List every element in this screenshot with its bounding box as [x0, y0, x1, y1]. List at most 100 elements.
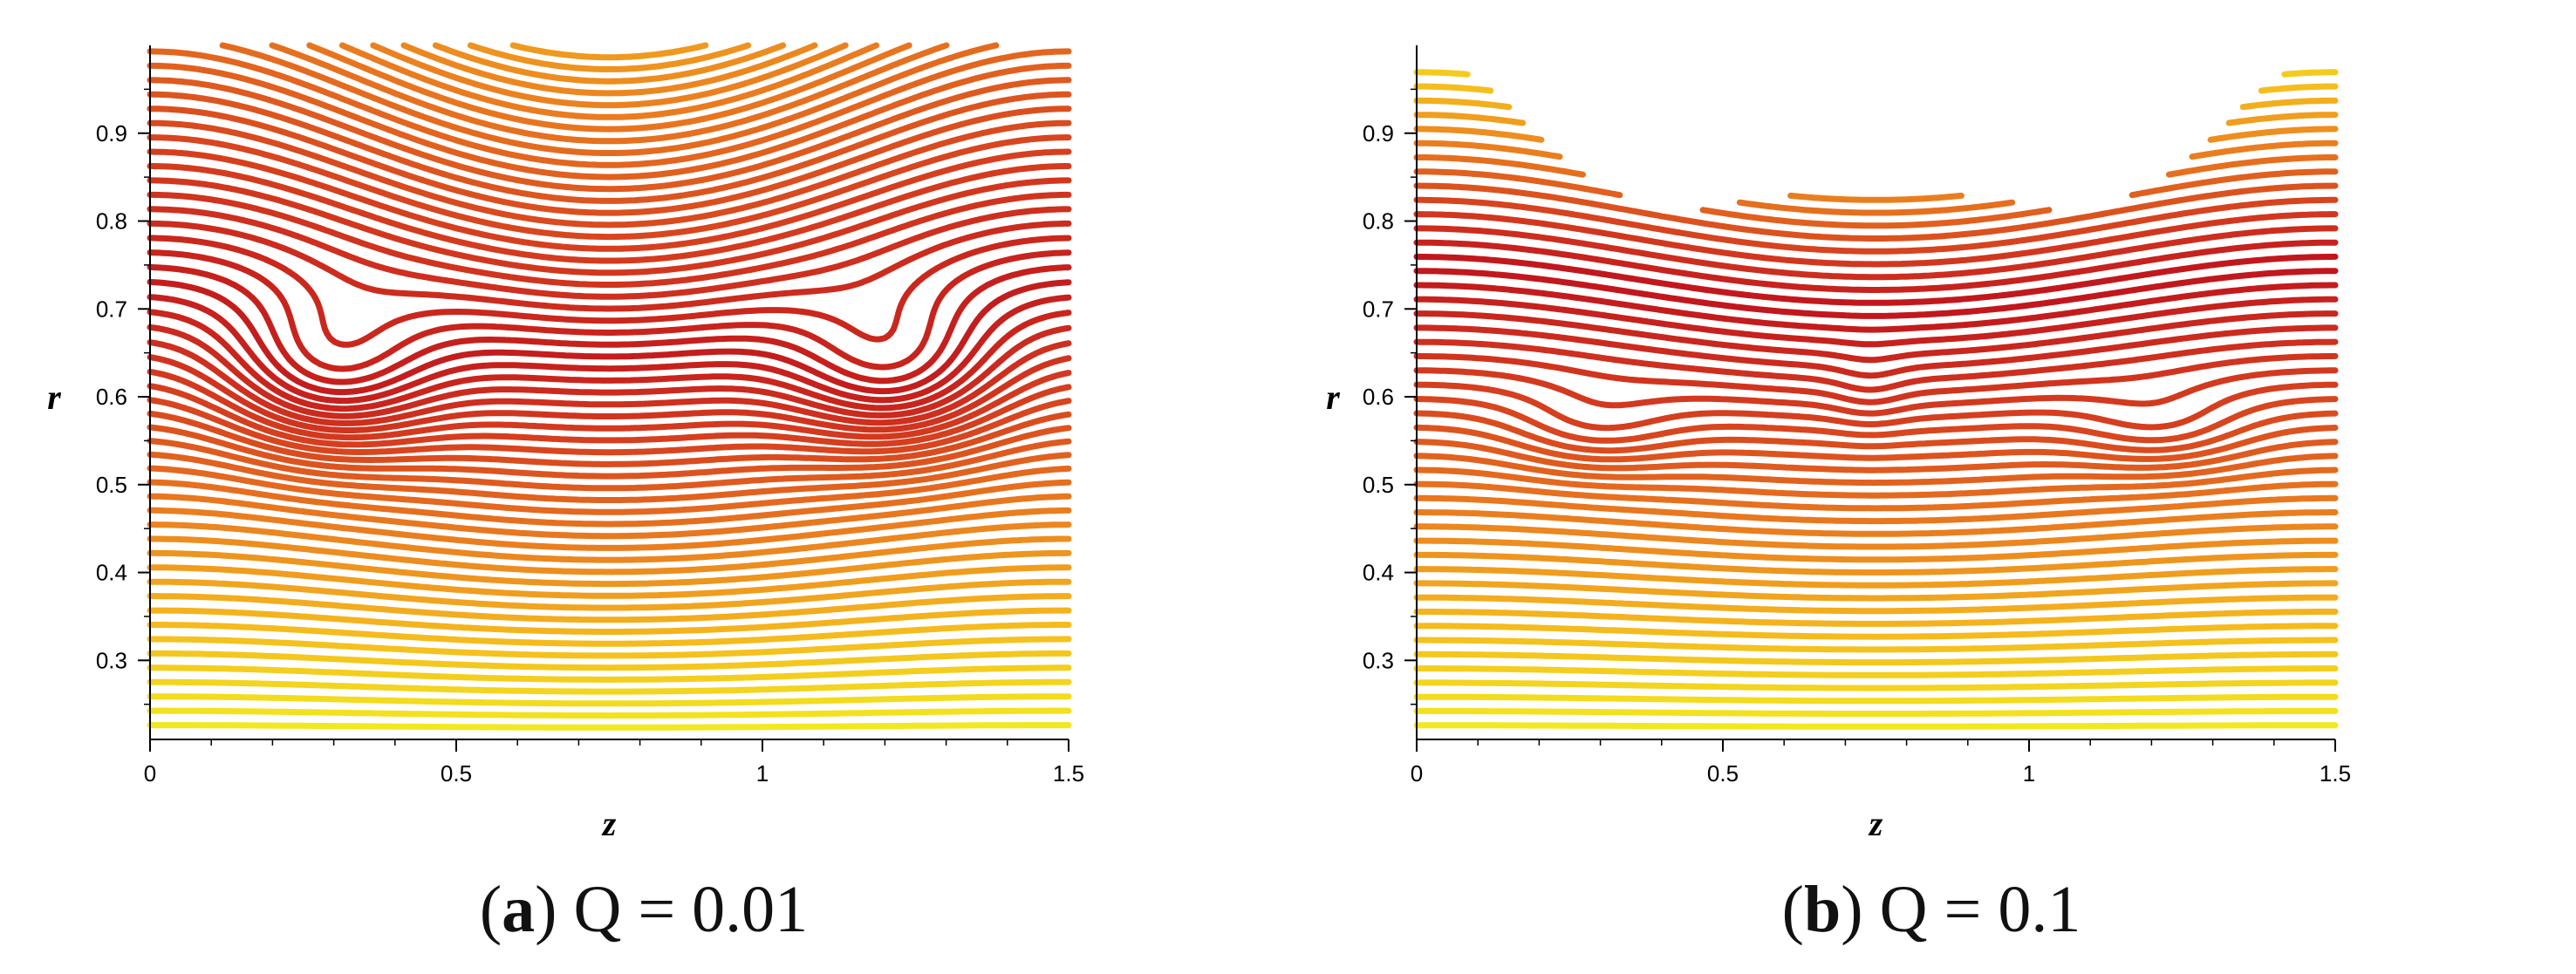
contour-line	[147, 106, 1072, 216]
contour-line	[147, 465, 1072, 515]
contour-line	[147, 650, 1072, 671]
contour-line	[1413, 693, 2339, 705]
contour-line	[147, 249, 1072, 372]
contour-line	[1413, 623, 2339, 640]
y-tick-label: 0.6	[96, 384, 127, 410]
contour-line	[147, 397, 1072, 456]
contour-line	[1413, 126, 2339, 143]
contour-line	[1413, 239, 2339, 293]
contour-line	[147, 707, 1072, 719]
contour-line	[147, 148, 1072, 252]
x-tick-label: 1	[2023, 760, 2035, 787]
y-tick-label: 0.6	[1363, 384, 1394, 410]
contour-line	[1413, 707, 2339, 717]
y-axis-label: r	[47, 378, 61, 417]
contour-line	[147, 263, 1072, 385]
contour-line	[219, 42, 1000, 156]
contour-line	[269, 42, 950, 145]
panel-a: 0 0.5 1 1.5 0.3 0.4 0.5 0.6 0.7 0.8 0.9 z r (a) Q = …	[47, 42, 1084, 946]
x-tick-label: 1.5	[2320, 760, 2351, 787]
contour-line	[147, 191, 1072, 288]
contour-line	[1413, 594, 2339, 615]
contour-line	[1413, 225, 2339, 281]
contour-line	[1413, 396, 2339, 444]
contour-line	[1413, 97, 2339, 111]
caption-letter: b	[1803, 873, 1841, 946]
contour-line	[400, 42, 818, 97]
contour-line	[1413, 480, 2339, 512]
contour-line	[147, 479, 1072, 528]
y-tick-label: 0.7	[96, 296, 127, 322]
y-axis-label: r	[1326, 378, 1340, 417]
panel-b: 0 0.5 1 1.5 0.3 0.4 0.5 0.6 0.7 0.8 0.9 z r (b) Q = …	[1288, 0, 2575, 974]
contour-line	[467, 42, 752, 72]
y-tick-label: 0.8	[1363, 208, 1394, 235]
contour-line	[147, 535, 1072, 576]
contour-line	[1413, 439, 2339, 473]
y-tick-label: 0.5	[96, 472, 127, 498]
contour-line	[147, 134, 1072, 241]
contour-line	[1413, 83, 2339, 94]
contour-line	[1413, 367, 2339, 417]
contour-line	[1413, 69, 2339, 78]
contour-line	[1413, 509, 2339, 537]
contour-line	[1413, 722, 2339, 730]
contour-line	[147, 622, 1072, 647]
x-tick-label: 0.5	[441, 760, 472, 787]
contour-line	[147, 354, 1072, 433]
y-tick-label: 0.9	[1363, 120, 1394, 146]
contour-line	[370, 42, 849, 109]
contour-line	[1413, 523, 2339, 550]
y-tick-label: 0.3	[1363, 647, 1394, 673]
contour-line	[147, 507, 1072, 551]
y-tick-label: 0.5	[1363, 472, 1394, 498]
contour-line	[306, 42, 912, 133]
x-axis-label: z	[601, 804, 617, 843]
contour-line	[147, 664, 1072, 683]
contour-line	[147, 410, 1072, 467]
contour-line	[1413, 467, 2339, 499]
caption-letter: a	[502, 873, 536, 946]
caption-a: (a) Q = 0.01	[479, 873, 809, 946]
x-tick-label: 0	[1411, 760, 1423, 787]
contour-line	[147, 48, 1072, 168]
y-tick-label: 0.4	[96, 560, 127, 586]
contour-line	[147, 607, 1072, 635]
contour-line	[1413, 154, 2339, 216]
contour-line	[1413, 196, 2339, 255]
contour-line	[147, 521, 1072, 563]
contour-line	[147, 593, 1072, 623]
contour-line	[1413, 112, 2339, 126]
contour-line	[1413, 182, 2339, 242]
contour-line	[147, 324, 1072, 419]
contour-line	[147, 678, 1072, 695]
x-tick-label: 0.5	[1707, 760, 1739, 787]
contour-line	[432, 42, 787, 85]
contour-line	[1413, 168, 2339, 229]
contour-line	[1413, 537, 2339, 563]
contour-line	[1413, 140, 2339, 203]
contour-line	[1413, 296, 2339, 348]
contour-lines	[1413, 69, 2339, 730]
contour-line	[147, 438, 1072, 492]
contour-line	[1413, 324, 2339, 379]
contour-line	[147, 493, 1072, 540]
contour-line	[338, 42, 880, 120]
contour-line	[1413, 566, 2339, 589]
contour-line	[147, 368, 1072, 441]
caption-text: Q = 0.01	[573, 873, 809, 946]
contour-line	[1413, 268, 2339, 319]
x-tick-label: 1	[756, 760, 769, 787]
contour-line	[147, 294, 1072, 405]
contour-line	[1413, 211, 2339, 268]
x-axis-label: z	[1868, 804, 1883, 843]
contour-line	[147, 722, 1072, 731]
contour-line	[147, 578, 1072, 611]
contour-line	[147, 383, 1072, 448]
y-tick-label: 0.3	[96, 647, 127, 673]
contour-line	[147, 62, 1072, 180]
contour-line	[147, 549, 1072, 588]
contour-line	[1413, 410, 2339, 454]
x-tick-label: 1.5	[1053, 760, 1084, 787]
contour-line	[147, 636, 1072, 659]
